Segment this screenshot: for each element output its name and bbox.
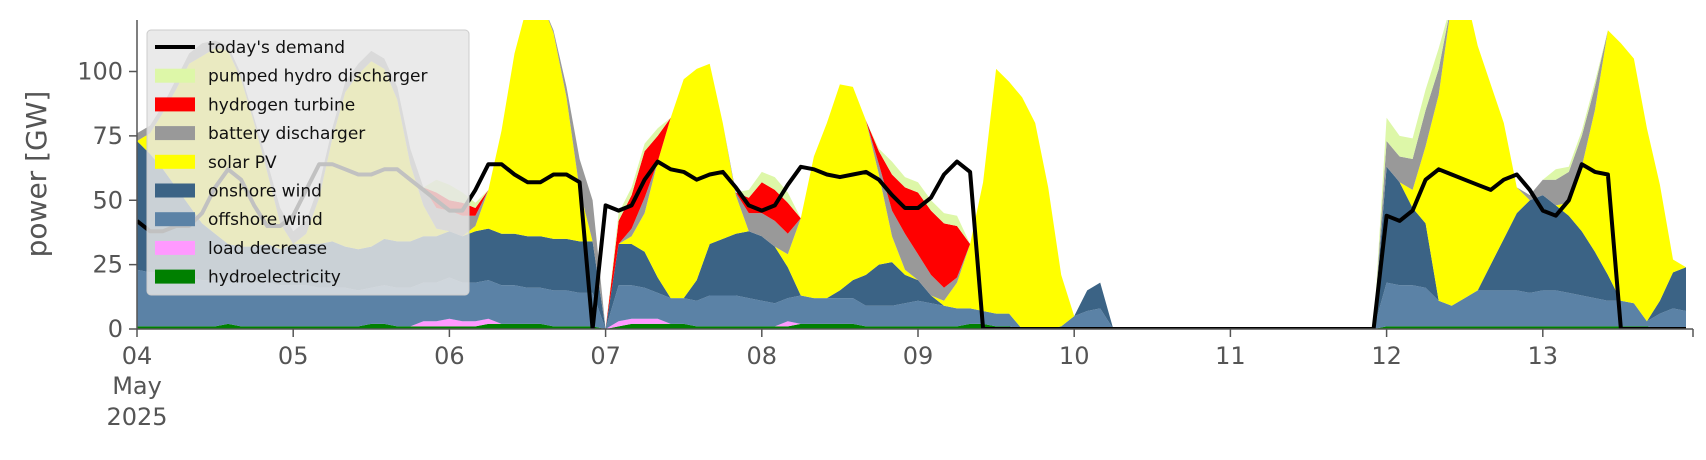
y-tick-label: 50 — [92, 186, 123, 214]
area-battery-discharger — [137, 20, 1686, 329]
x-tick-year-label: 2025 — [106, 403, 167, 431]
area-offshore-wind — [137, 269, 1686, 329]
legend-label: onshore wind — [208, 182, 322, 202]
x-tick-label: 12 — [1371, 342, 1402, 370]
area-onshore-wind — [137, 141, 1686, 329]
x-tick-label: 06 — [434, 342, 465, 370]
x-tick-label: 11 — [1215, 342, 1246, 370]
y-axis-title: power [GW] — [20, 91, 53, 258]
y-tick-label: 100 — [77, 58, 123, 86]
legend-swatch — [155, 183, 195, 198]
area-hydroelectricity — [137, 323, 1686, 329]
y-tick-label: 0 — [108, 315, 123, 343]
legend-swatch — [155, 97, 195, 112]
area-layer — [137, 20, 1686, 329]
y-tick-label: 75 — [92, 122, 123, 150]
legend-swatch — [155, 126, 195, 141]
x-tick-label: 07 — [590, 342, 621, 370]
x-tick-label: 13 — [1528, 342, 1559, 370]
legend-label: load decrease — [208, 239, 327, 259]
legend-label: hydroelectricity — [208, 268, 341, 288]
legend-swatch — [155, 68, 195, 83]
y-tick-label: 25 — [92, 251, 123, 279]
x-tick-label: 09 — [903, 342, 934, 370]
legend-label: offshore wind — [208, 210, 323, 230]
legend-label: today's demand — [208, 38, 345, 58]
x-tick-label: 08 — [747, 342, 778, 370]
legend-swatch — [155, 240, 195, 255]
x-tick-label: 10 — [1059, 342, 1090, 370]
legend-label: battery discharger — [208, 124, 365, 144]
x-tick-label: 04 — [122, 342, 153, 370]
legend-swatch — [155, 154, 195, 169]
legend-swatch — [155, 269, 195, 284]
x-tick-label: 05 — [278, 342, 309, 370]
area-solar-pv — [137, 20, 1686, 329]
x-tick-month-label: May — [112, 372, 162, 400]
legend-label: pumped hydro discharger — [208, 67, 427, 87]
legend: today's demand pumped hydro discharger hyd… — [146, 29, 470, 296]
legend-label: solar PV — [208, 153, 277, 173]
legend-swatch — [155, 212, 195, 227]
area-load-decrease — [137, 318, 1686, 329]
legend-box — [146, 29, 470, 296]
legend-label: hydrogen turbine — [208, 95, 355, 115]
